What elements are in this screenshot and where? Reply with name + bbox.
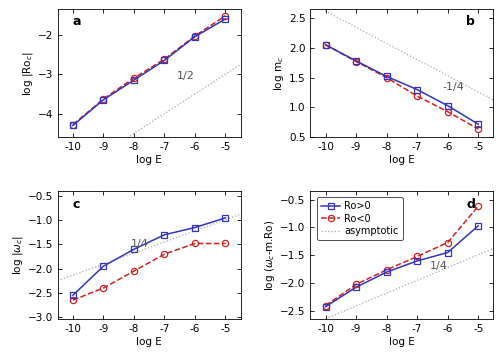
Y-axis label: log m$_c$: log m$_c$ bbox=[272, 56, 286, 91]
Text: 1/4: 1/4 bbox=[429, 261, 447, 271]
X-axis label: log E: log E bbox=[389, 155, 415, 165]
Text: c: c bbox=[72, 197, 80, 210]
Y-axis label: log |$\omega_c$|: log |$\omega_c$| bbox=[11, 235, 25, 275]
Y-axis label: log ($\omega_c$-m.Ro): log ($\omega_c$-m.Ro) bbox=[264, 220, 278, 291]
Y-axis label: log |Ro$_c$|: log |Ro$_c$| bbox=[21, 51, 35, 96]
X-axis label: log E: log E bbox=[136, 155, 162, 165]
Legend: Ro>0, Ro<0, asymptotic: Ro>0, Ro<0, asymptotic bbox=[317, 197, 402, 240]
Text: -1/4: -1/4 bbox=[443, 82, 465, 92]
X-axis label: log E: log E bbox=[136, 337, 162, 347]
Text: 1/2: 1/2 bbox=[177, 71, 195, 81]
Text: d: d bbox=[466, 197, 475, 210]
Text: b: b bbox=[466, 16, 475, 29]
Text: a: a bbox=[72, 16, 81, 29]
Text: 1/4: 1/4 bbox=[131, 239, 149, 249]
X-axis label: log E: log E bbox=[389, 337, 415, 347]
